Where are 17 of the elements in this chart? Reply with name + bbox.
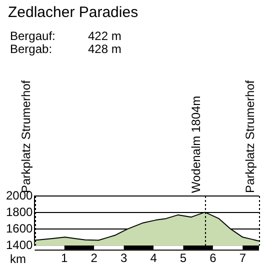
x-tick-label: 7 — [239, 251, 246, 266]
x-tick-label: 2 — [90, 251, 98, 266]
x-tick-label: 3 — [120, 251, 128, 266]
chart-title: Zedlacher Paradies — [8, 4, 138, 21]
ref-line-label: Wodenalm 1804m — [188, 96, 203, 193]
y-tick-label: 1600 — [6, 221, 34, 236]
x-tick-label: 6 — [210, 251, 217, 266]
ref-line-label: Parkplatz Strumerhof — [18, 80, 33, 193]
x-tick-label: 1 — [61, 251, 68, 266]
y-tick-label: 1800 — [6, 204, 34, 219]
text: Bergab: 428 m — [10, 42, 122, 56]
ref-line-label: Parkplatz Strumerhof — [242, 80, 257, 193]
y-tick-label: 1400 — [6, 238, 34, 252]
x-axis-title: km — [10, 252, 26, 266]
text: Bergauf: 422 m — [10, 29, 122, 43]
x-tick-label: 5 — [180, 251, 187, 266]
x-tick-label: 4 — [150, 251, 158, 266]
